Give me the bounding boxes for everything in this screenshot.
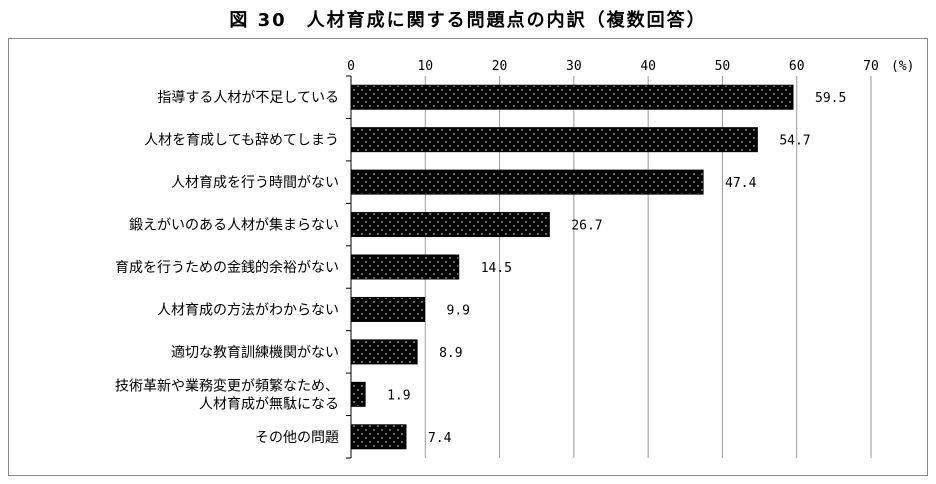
value-label: 59.5 [815,91,846,106]
category-label: 適切な教育訓練機関がない [171,344,339,361]
category-label: 人材育成の方法がわからない [157,302,339,318]
bar [350,296,426,322]
bar [350,169,704,195]
category-label: 人材を育成しても辞めてしまう [144,133,339,149]
x-tick-label: 60 [789,59,805,74]
value-label: 7.4 [428,431,452,446]
x-tick-label: 50 [715,59,731,74]
value-label: 14.5 [481,261,512,276]
bar [350,212,550,238]
x-tick-label: 20 [492,59,508,74]
category-label: 技術革新や業務変更が頻繁なため、 [115,377,339,394]
bar [350,254,460,280]
bar [350,381,366,407]
category-label: 人材育成が無駄になる [199,396,339,412]
value-label: 9.9 [447,303,470,318]
value-label: 54.7 [779,134,810,149]
bar [350,84,794,110]
value-label: 26.7 [571,219,602,234]
x-tick-label: 40 [640,59,656,74]
bar [350,424,407,450]
x-unit-label: (%) [891,59,914,74]
bar [350,339,418,365]
x-tick-label: 10 [417,59,433,74]
category-label: 指導する人材が不足している [157,90,339,106]
chart-title: 図 30 人材育成に関する問題点の内訳（複数回答） [229,10,707,31]
value-label: 47.4 [725,176,756,191]
category-label: 鍛えがいのある人材が集まらない [129,217,339,234]
category-label: 人材育成を行う時間がない [171,175,339,191]
x-tick-label: 70 [863,59,879,74]
value-label: 1.9 [387,388,410,403]
x-tick-label: 0 [347,59,355,74]
value-label: 8.9 [439,346,462,361]
category-label: 育成を行うための金銭的余裕がない [115,259,339,276]
chart-frame [8,38,928,476]
bar [350,127,758,153]
x-tick-label: 30 [566,59,582,74]
category-label: その他の問題 [255,430,339,446]
